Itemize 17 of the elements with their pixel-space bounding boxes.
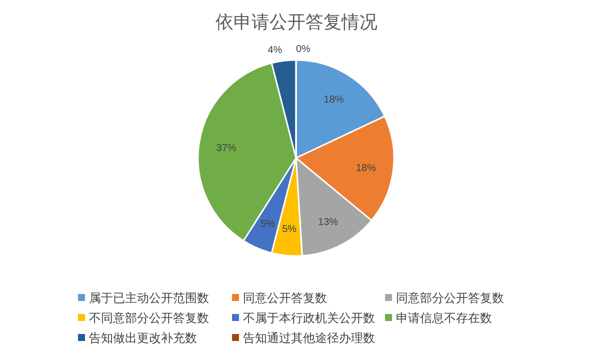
legend-label: 申请信息不存在数 xyxy=(396,311,492,325)
data-label: 18% xyxy=(324,94,344,106)
chart-title: 依申请公开答复情况 xyxy=(216,12,378,32)
data-label: 5% xyxy=(282,224,297,236)
data-label: 18% xyxy=(356,162,376,174)
legend-label: 告知通过其他途径办理数 xyxy=(243,331,375,345)
data-label: 37% xyxy=(216,142,236,154)
legend-label: 同意公开答复数 xyxy=(243,291,327,305)
legend-label: 不同意部分公开答复数 xyxy=(89,311,209,325)
data-label: 13% xyxy=(318,216,338,228)
legend-label: 属于已主动公开范围数 xyxy=(89,291,209,305)
legend-label: 告知做出更改补充数 xyxy=(89,331,197,345)
data-label: 5% xyxy=(260,218,276,230)
legend-label: 不属于本行政机关公开数 xyxy=(243,311,375,325)
text: 0% xyxy=(296,44,310,55)
data-label: 4% xyxy=(268,44,282,56)
legend-label: 同意部分公开答复数 xyxy=(396,291,504,305)
